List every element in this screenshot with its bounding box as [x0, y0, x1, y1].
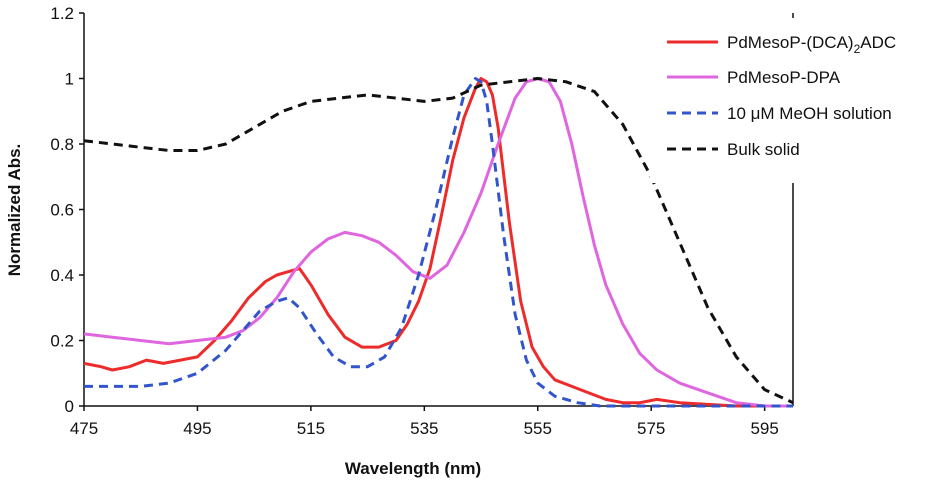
y-tick-label: 0.2 — [50, 332, 74, 351]
series-line-1 — [83, 77, 793, 408]
y-tick-label: 1 — [65, 70, 74, 89]
x-tick-label: 495 — [183, 419, 211, 438]
series-line-4 — [83, 77, 794, 405]
plot-area: 475 495 515 535 555 575 595 0 0.2 0.4 0.6 0.8 1 1.2 — [50, 4, 794, 438]
y-tick-label: 0.6 — [50, 201, 74, 220]
x-ticks: 475 495 515 535 555 575 595 — [70, 406, 779, 438]
x-tick-label: 575 — [637, 419, 665, 438]
y-ticks: 0 0.2 0.4 0.6 0.8 1 1.2 — [50, 4, 84, 416]
legend-entry: Bulk solid — [667, 140, 800, 159]
legend-entry: PdMesoP-DPA — [667, 68, 841, 87]
y-tick-label: 0.4 — [50, 266, 74, 285]
legend-label: 10 μM MeOH solution — [727, 104, 892, 123]
x-axis-title: Wavelength (nm) — [345, 459, 481, 478]
x-tick-label: 595 — [750, 419, 778, 438]
y-tick-label: 0 — [65, 397, 74, 416]
x-tick-label: 555 — [524, 419, 552, 438]
y-axis-title: Normalized Abs. — [5, 144, 24, 277]
x-tick-label: 535 — [410, 419, 438, 438]
legend-entry: 10 μM MeOH solution — [667, 104, 892, 123]
y-tick-label: 0.8 — [50, 135, 74, 154]
series-lines — [83, 77, 794, 408]
y-tick-label: 1.2 — [50, 4, 74, 23]
legend-entry: PdMesoP-(DCA)2ADC — [667, 33, 896, 56]
x-tick-label: 515 — [297, 419, 325, 438]
legend-label: PdMesoP-DPA — [727, 68, 841, 87]
legend-label: Bulk solid — [727, 140, 800, 159]
series-line-3 — [84, 77, 793, 408]
x-tick-label: 475 — [70, 419, 98, 438]
legend-label: PdMesoP-(DCA)2ADC — [727, 33, 896, 56]
legend-background — [650, 18, 930, 183]
legend: PdMesoP-(DCA)2ADC PdMesoP-DPA 10 μM MeOH… — [650, 18, 930, 183]
